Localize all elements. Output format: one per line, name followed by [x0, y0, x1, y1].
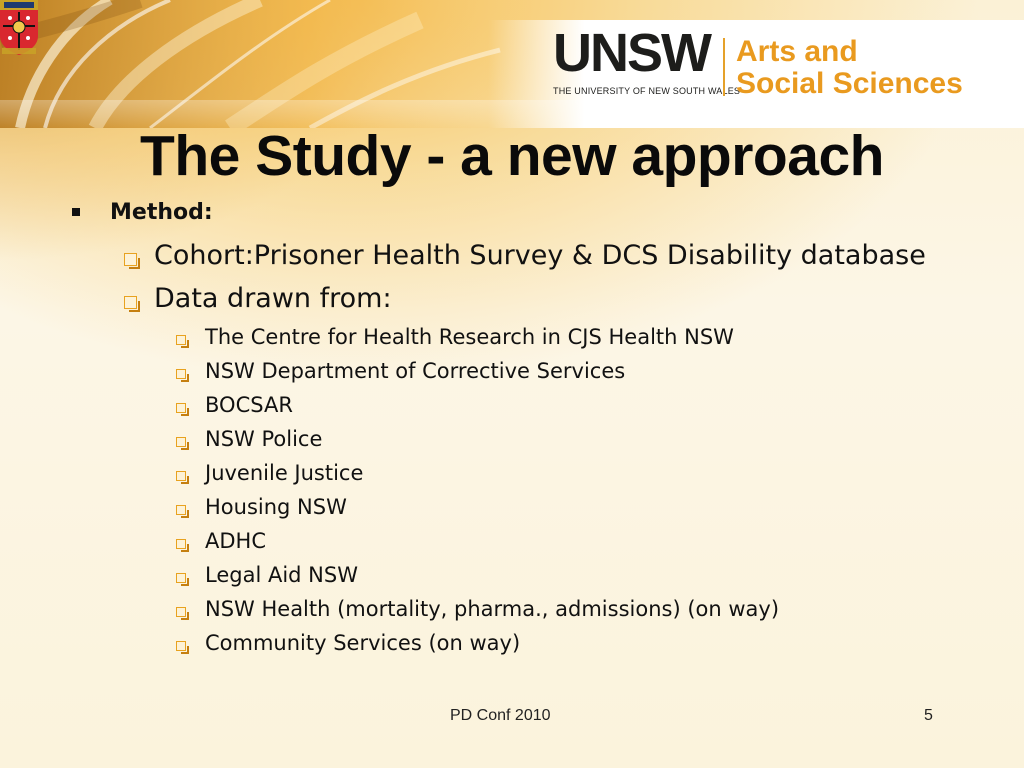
- checkbox-bullet-icon: [124, 253, 140, 269]
- logo-panel: [488, 20, 1024, 128]
- checkbox-bullet-icon: [176, 505, 189, 518]
- slide-title: The Study - a new approach: [140, 124, 884, 188]
- source-item-text: ADHC: [205, 529, 266, 553]
- checkbox-bullet-icon: [124, 296, 140, 312]
- checkbox-bullet-icon: [176, 437, 189, 450]
- faculty-name: Arts and Social Sciences: [736, 36, 963, 100]
- list-item-text: Cohort:Prisoner Health Survey & DCS Disa…: [154, 240, 926, 271]
- checkbox-bullet-icon: [176, 539, 189, 552]
- checkbox-bullet-icon: [176, 641, 189, 654]
- checkbox-bullet-icon: [176, 335, 189, 348]
- checkbox-bullet-icon: [176, 607, 189, 620]
- source-item-text: NSW Police: [205, 427, 323, 451]
- checkbox-bullet-icon: [176, 403, 189, 416]
- unsw-crest-icon: [0, 0, 38, 55]
- header-banner: UNSW THE UNIVERSITY OF NEW SOUTH WALES A…: [0, 0, 1024, 128]
- square-bullet-icon: [72, 208, 80, 216]
- checkbox-bullet-icon: [176, 573, 189, 586]
- unsw-wordmark: UNSW: [553, 23, 712, 83]
- source-item-text: The Centre for Health Research in CJS He…: [205, 325, 734, 349]
- logo-divider: [723, 38, 725, 96]
- source-item-text: Housing NSW: [205, 495, 347, 519]
- method-label: Method:: [110, 200, 213, 225]
- unsw-subtitle: THE UNIVERSITY OF NEW SOUTH WALES: [553, 86, 741, 96]
- source-item-text: BOCSAR: [205, 393, 293, 417]
- source-item-text: NSW Health (mortality, pharma., admissio…: [205, 597, 780, 621]
- checkbox-bullet-icon: [176, 471, 189, 484]
- faculty-line-2: Social Sciences: [736, 67, 963, 100]
- list-item-text: Data drawn from:: [154, 283, 392, 314]
- source-item-text: Community Services (on way): [205, 631, 521, 655]
- source-item-text: NSW Department of Corrective Services: [205, 359, 626, 383]
- source-item-text: Legal Aid NSW: [205, 563, 358, 587]
- slide-number: 5: [924, 707, 933, 724]
- faculty-line-1: Arts and: [736, 35, 858, 68]
- footer-conference: PD Conf 2010: [450, 707, 551, 724]
- source-item-text: Juvenile Justice: [205, 461, 364, 485]
- checkbox-bullet-icon: [176, 369, 189, 382]
